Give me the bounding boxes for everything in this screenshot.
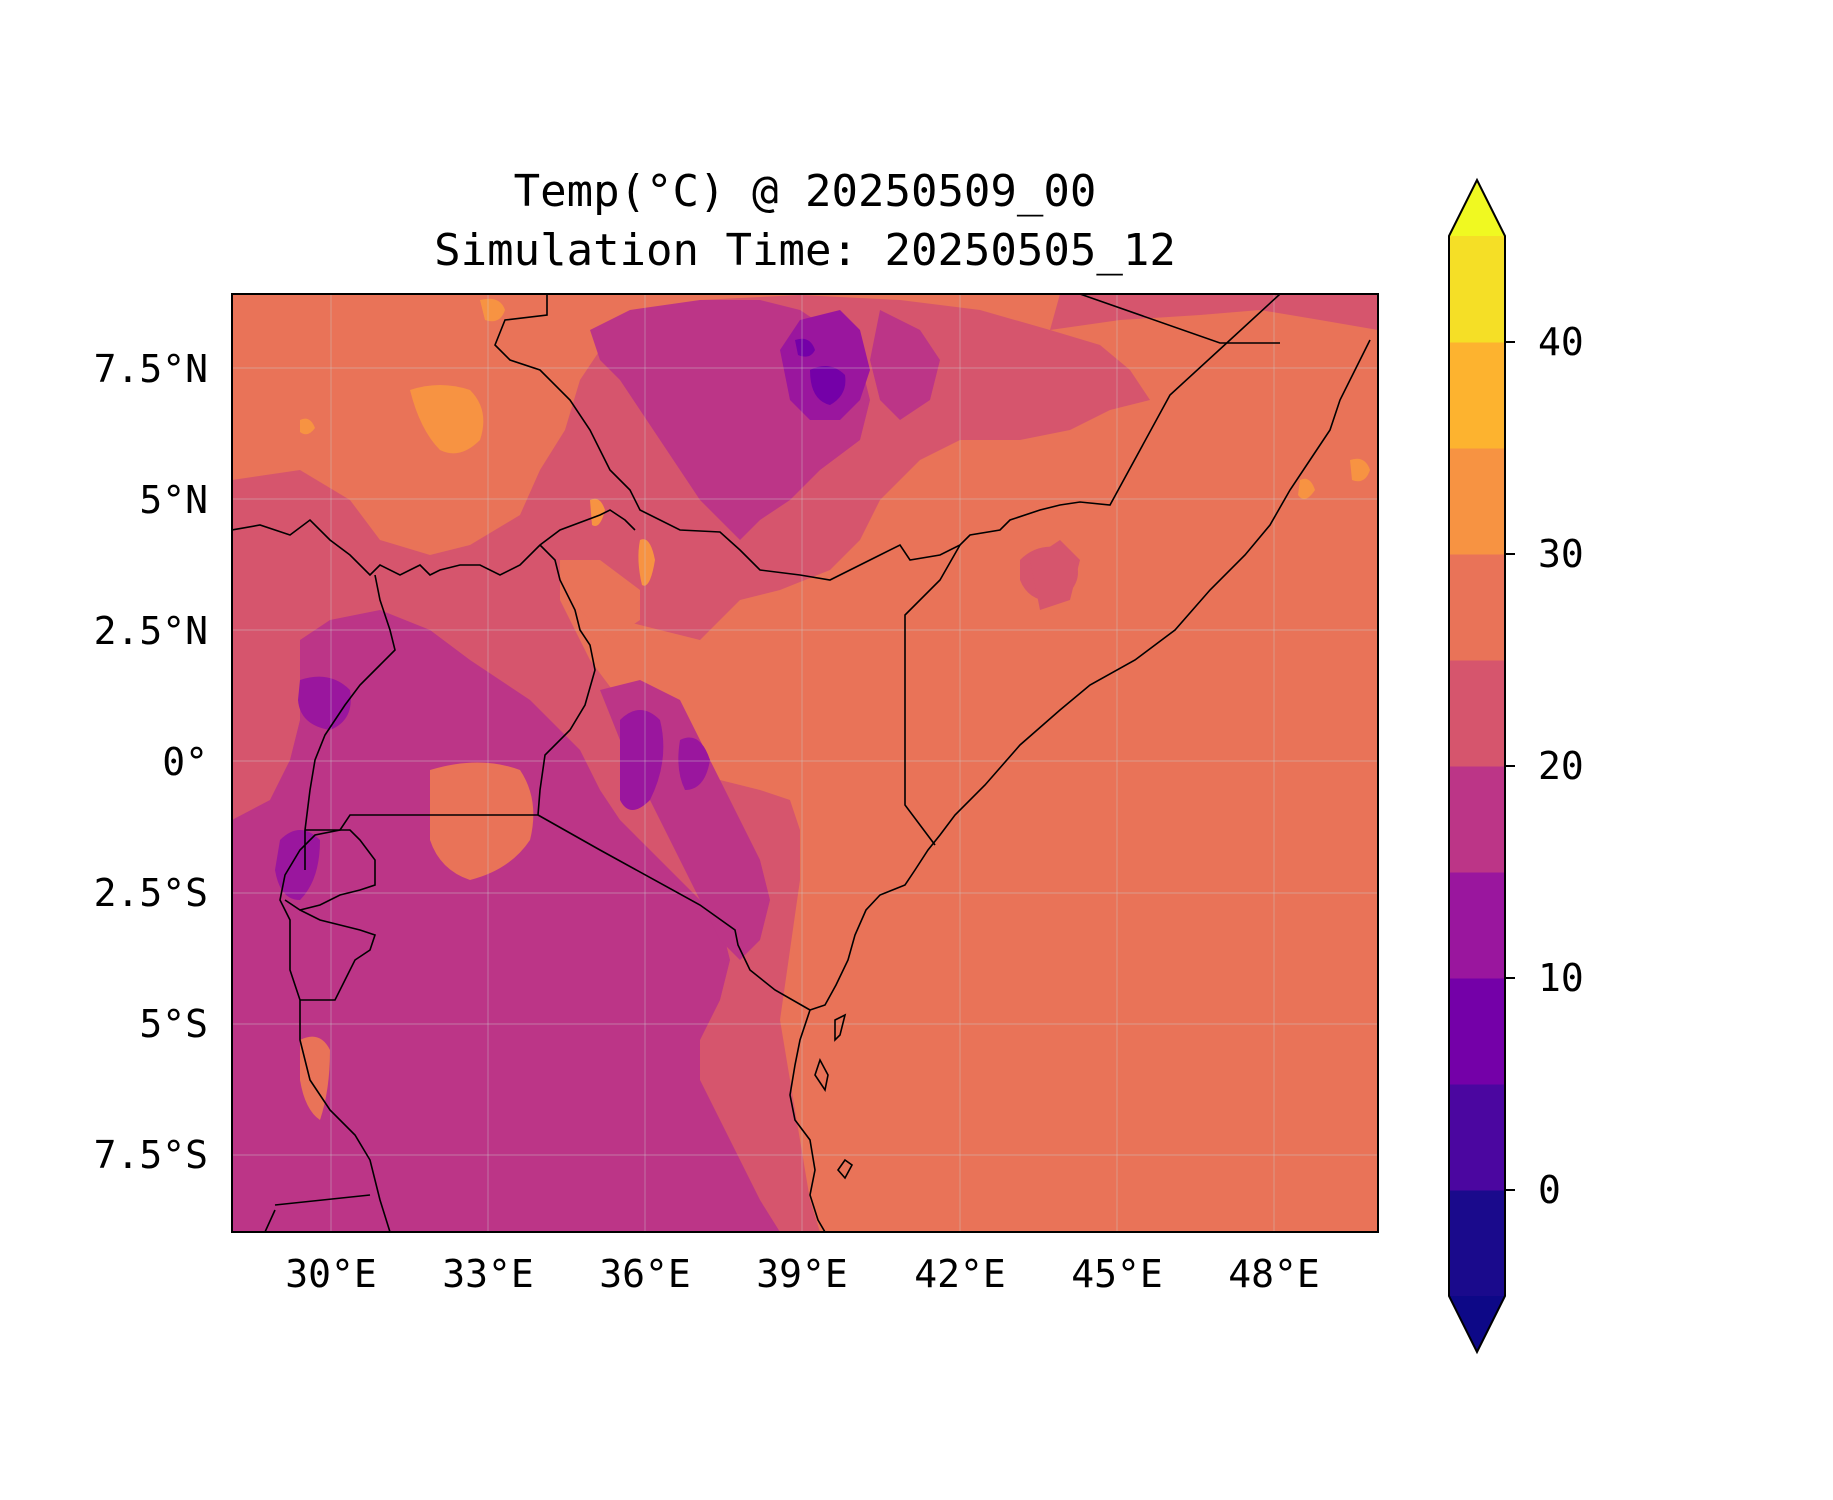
colorbar-tick-label: 40 (1538, 320, 1584, 364)
colorbar-segment (1449, 554, 1505, 661)
colorbar-segment (1449, 448, 1505, 555)
colorbar-tick-label: 30 (1538, 532, 1584, 576)
temp-band-30-35 (300, 298, 1370, 586)
colorbar-tick-label: 0 (1538, 1168, 1561, 1212)
map-frame (231, 293, 1379, 1233)
x-tick-label: 30°E (285, 1252, 377, 1296)
gridlines (232, 294, 1378, 1232)
map-subtitle: Simulation Time: 20250505_12 (434, 225, 1176, 276)
temp-band-10-15 (275, 310, 870, 900)
y-tick-label: 7.5°N (93, 347, 208, 391)
colorbar-segment (1449, 1190, 1505, 1297)
x-tick-label: 33°E (442, 1252, 534, 1296)
colorbar-segment (1449, 978, 1505, 1085)
country-borders (232, 294, 1371, 1232)
colorbar-outline (1448, 177, 1506, 1355)
colorbar-under-arrow (1449, 1296, 1505, 1352)
temperature-field (232, 294, 1378, 1232)
colorbar (1448, 177, 1515, 1355)
x-tick-label: 39°E (756, 1252, 848, 1296)
colorbar-segment (1449, 1084, 1505, 1191)
y-tick-label: 0° (162, 740, 208, 784)
x-tick-label: 45°E (1071, 1252, 1163, 1296)
colorbar-segment (1449, 660, 1505, 767)
temp-band-5-10 (795, 338, 846, 405)
map-title: Temp(°C) @ 20250509_00 (513, 166, 1097, 217)
y-tick-label: 5°S (139, 1002, 208, 1046)
y-tick-label: 2.5°N (93, 609, 208, 653)
y-tick-label: 5°N (139, 478, 208, 522)
x-tick-label: 36°E (599, 1252, 691, 1296)
colorbar-tick-label: 10 (1538, 956, 1584, 1000)
colorbar-segment (1449, 766, 1505, 873)
colorbar-segment (1449, 342, 1505, 449)
colorbar-segment (1449, 872, 1505, 979)
x-tick-label: 48°E (1228, 1252, 1320, 1296)
x-tick-label: 42°E (914, 1252, 1006, 1296)
y-tick-label: 2.5°S (93, 871, 208, 915)
colorbar-tick-label: 20 (1538, 744, 1584, 788)
colorbar-over-arrow (1449, 180, 1505, 236)
y-tick-label: 7.5°S (93, 1133, 208, 1177)
colorbar-segment (1449, 236, 1505, 343)
